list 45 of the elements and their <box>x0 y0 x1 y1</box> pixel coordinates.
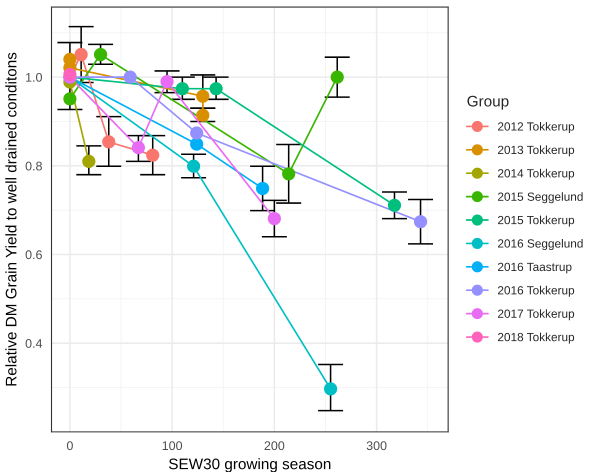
legend-label: 2017 Tokkerup <box>498 309 574 320</box>
point <box>124 70 137 84</box>
point <box>160 74 174 88</box>
legend-label: 2018 Tokkerup <box>498 332 574 344</box>
point <box>268 212 281 226</box>
y-tick-label: 1.0 <box>26 72 42 82</box>
point <box>196 90 210 103</box>
legend-label: 2016 Seggelund <box>498 238 583 250</box>
y-tick-label: 0.4 <box>26 338 42 348</box>
point <box>388 198 402 212</box>
point <box>176 82 189 96</box>
legend-label: 2012 Tokkerup <box>498 122 574 133</box>
x-tick-label: 200 <box>264 441 284 450</box>
x-tick-label: 100 <box>162 441 182 450</box>
point <box>63 92 77 106</box>
legend-label: 2015 Tokkerup <box>498 216 574 227</box>
point <box>190 138 204 151</box>
point <box>190 126 204 140</box>
point <box>102 135 116 148</box>
point <box>282 167 296 180</box>
legend-label: 2014 Tokkerup <box>498 168 574 180</box>
x-tick-label: 300 <box>366 441 387 450</box>
legend-label: 2016 Taastrup <box>498 262 572 274</box>
point <box>82 154 96 168</box>
legend-label: 2013 Tokkerup <box>498 145 574 156</box>
point <box>209 82 223 96</box>
x-axis-title: SEW30 growing season <box>168 458 330 472</box>
point <box>63 68 77 82</box>
legend-label: 2015 Seggelund <box>498 192 583 204</box>
point <box>146 148 160 162</box>
point <box>196 108 210 122</box>
point <box>187 160 200 173</box>
x-tick-label: 0 <box>66 441 73 450</box>
point <box>132 141 145 154</box>
point <box>94 48 108 62</box>
legend-label: 2016 Tokkerup <box>498 286 574 297</box>
point <box>74 48 88 62</box>
legend-title: Group <box>467 96 509 110</box>
point <box>414 215 428 228</box>
point <box>330 70 344 84</box>
y-tick-label: 0.8 <box>26 162 42 170</box>
point <box>256 182 270 196</box>
y-tick-label: 0.6 <box>26 250 42 260</box>
y-axis-title: Relative DM Grain Yield to well drained conditons <box>5 52 17 386</box>
point <box>324 382 338 396</box>
